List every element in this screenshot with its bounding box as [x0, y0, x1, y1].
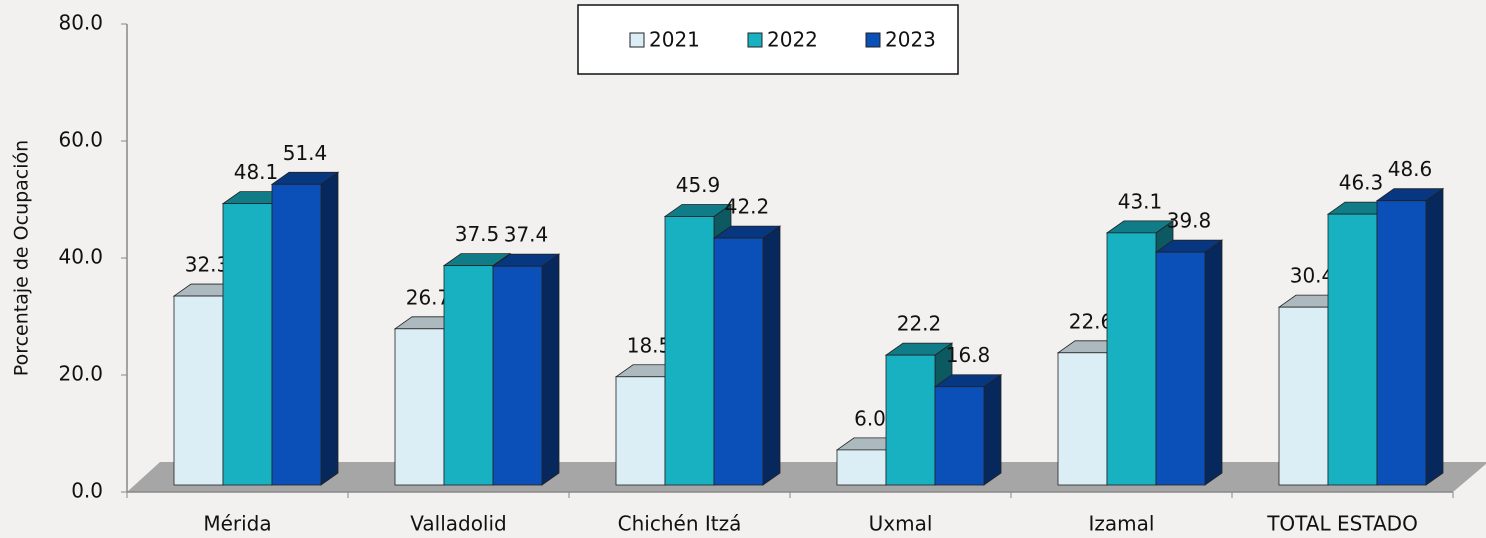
legend-label: 2022: [767, 28, 818, 52]
legend-label: 2021: [649, 28, 700, 52]
x-tick-label: Valladolid: [410, 512, 507, 536]
data-label: 18.5: [627, 333, 672, 357]
bar: [712, 225, 782, 486]
data-label: 48.6: [1388, 157, 1433, 181]
data-label: 30.4: [1290, 264, 1335, 288]
bar-front: [615, 376, 666, 486]
data-label: 16.8: [946, 343, 991, 367]
data-label: 26.7: [406, 285, 451, 309]
bar-side: [983, 373, 1002, 486]
x-tick-label: Chichén Itzá: [618, 512, 742, 536]
x-tick-label: TOTAL ESTADO: [1266, 512, 1418, 536]
x-tick-label: Izamal: [1089, 512, 1155, 536]
bar: [1375, 187, 1445, 486]
data-label: 39.8: [1167, 209, 1212, 233]
y-tick-label: 80.0: [58, 11, 103, 35]
data-label: 46.3: [1339, 171, 1384, 195]
data-label: 22.2: [897, 312, 942, 336]
data-label: 42.2: [725, 195, 770, 219]
bar-front: [271, 183, 322, 486]
bar-side: [320, 171, 339, 486]
bar-front: [713, 237, 764, 486]
data-label: 45.9: [676, 173, 721, 197]
legend-swatch: [629, 32, 645, 48]
bar-side: [1425, 187, 1444, 486]
data-label: 37.4: [504, 223, 549, 247]
bar-side: [541, 253, 560, 486]
y-tick-label: 20.0: [58, 362, 103, 386]
legend-swatch: [865, 32, 881, 48]
bar-front: [1057, 352, 1108, 486]
y-axis-label: Porcentaje de Ocupación: [11, 140, 33, 376]
bar-front: [1376, 200, 1427, 486]
bar-front: [1106, 232, 1157, 486]
bar-front: [934, 386, 985, 486]
bar: [933, 373, 1003, 486]
legend-label: 2023: [885, 28, 936, 52]
data-label: 22.6: [1069, 309, 1114, 333]
data-label: 37.5: [455, 222, 500, 246]
data-label: 32.3: [185, 253, 230, 277]
bar-front: [836, 449, 887, 486]
bar-front: [173, 295, 224, 486]
y-tick-label: 60.0: [58, 128, 103, 152]
bar-front: [222, 203, 273, 486]
data-label: 48.1: [234, 160, 279, 184]
data-label: 43.1: [1118, 189, 1163, 213]
bar-front: [1155, 251, 1206, 486]
bar: [491, 253, 561, 486]
bar-front: [394, 328, 445, 486]
bar-side: [1204, 239, 1223, 486]
bar: [270, 171, 340, 486]
x-tick-label: Mérida: [203, 512, 271, 536]
bar-front: [492, 265, 543, 486]
bar-front: [885, 354, 936, 486]
y-tick-label: 40.0: [58, 245, 103, 269]
bar-front: [443, 265, 494, 486]
bar: [1154, 239, 1224, 486]
bar-front: [1327, 213, 1378, 486]
bar-front: [664, 216, 715, 486]
legend-swatch: [747, 32, 763, 48]
data-label: 51.4: [283, 141, 328, 165]
data-label: 6.0: [854, 406, 886, 430]
x-tick-label: Uxmal: [869, 512, 933, 536]
bar-side: [762, 225, 781, 486]
y-tick-label: 0.0: [71, 479, 103, 503]
bar-front: [1278, 306, 1329, 486]
